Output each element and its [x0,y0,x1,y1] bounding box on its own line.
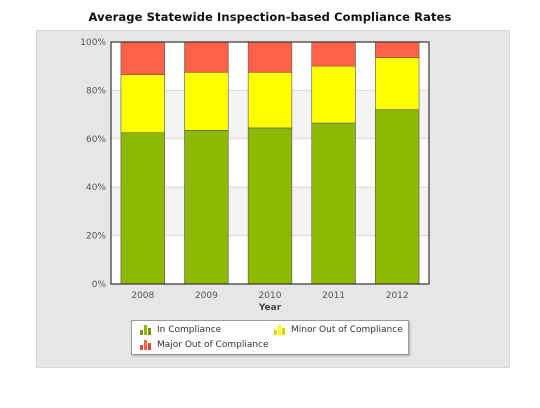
legend-label: In Compliance [157,325,222,335]
legend-label: Major Out of Compliance [157,340,269,350]
plot-frame [110,41,430,285]
y-tick-label: 80% [86,86,106,96]
y-tick-label: 20% [86,232,106,242]
bar-segment-major-out-of-compliance [184,41,229,73]
bar-segment-major-out-of-compliance [311,41,356,67]
legend-item-in-compliance[interactable]: In Compliance [140,325,221,335]
x-tick-label: 2009 [195,291,218,301]
legend-swatch-icon [140,325,151,335]
bar-segment-minor-out-of-compliance [247,71,293,129]
bar-segment-in-compliance [247,127,293,285]
legend-label: Minor Out of Compliance [291,325,403,335]
chart-title: Average Statewide Inspection-based Compl… [88,10,452,24]
x-tick-label: 2008 [131,291,154,301]
bar-segment-minor-out-of-compliance [120,74,165,134]
bar-segment-major-out-of-compliance [375,41,420,59]
legend-item-major-out-of-compliance[interactable]: Major Out of Compliance [140,340,269,350]
legend-swatch-icon [274,325,285,335]
legend-item-minor-out-of-compliance[interactable]: Minor Out of Compliance [274,325,403,335]
legend-swatch-icon [140,340,151,350]
bar-segment-in-compliance [120,132,165,285]
bar-segment-in-compliance [184,130,229,285]
bar-segment-major-out-of-compliance [247,41,293,73]
bar-segment-in-compliance [311,122,356,285]
bar-segment-major-out-of-compliance [120,41,165,75]
x-tick-label: 2011 [322,291,345,301]
y-tick-label: 40% [86,183,106,193]
y-tick-label: 60% [86,135,106,145]
y-tick-label: 100% [80,38,106,48]
x-axis-label: Year [258,303,282,313]
x-tick-label: 2010 [259,291,282,301]
y-tick-label: 0% [92,280,107,290]
bar-segment-minor-out-of-compliance [184,71,229,131]
bar-segment-minor-out-of-compliance [375,57,420,111]
x-tick-label: 2012 [386,291,409,301]
bar-segment-in-compliance [375,109,420,285]
bar-segment-minor-out-of-compliance [311,65,356,124]
chart-legend: In Compliance Minor Out of Compliance Ma… [131,320,409,355]
